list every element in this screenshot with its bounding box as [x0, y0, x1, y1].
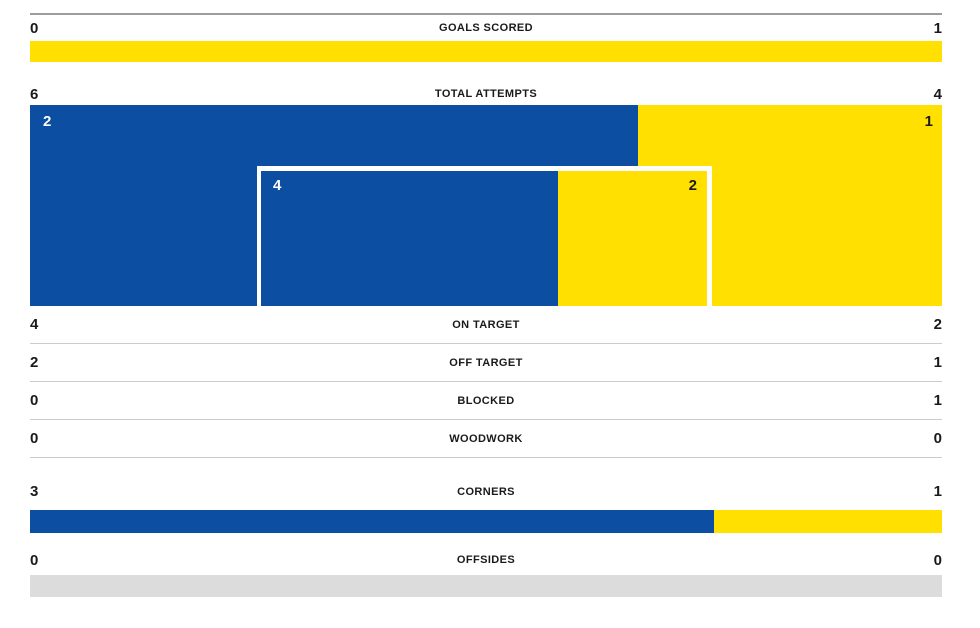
attempts-box-home-count: 2 — [43, 113, 52, 130]
on-target-box-home-count: 4 — [273, 177, 282, 194]
stat-row-corners: 3 CORNERS 1 — [30, 478, 942, 505]
attempts-home-value: 6 — [30, 85, 39, 103]
on-target-box-away-area — [558, 171, 707, 306]
offsides-away-value: 0 — [933, 551, 942, 569]
stat-row-offsides: 0 OFFSIDES 0 — [30, 548, 942, 572]
off-target-away-value: 1 — [933, 354, 942, 371]
stat-row-blocked: 0 BLOCKED 1 — [30, 382, 942, 420]
goals-away-value: 1 — [933, 19, 942, 37]
on-target-box-home-area — [261, 171, 559, 306]
corners-bar-away-fill — [714, 510, 942, 533]
corners-bar — [30, 510, 942, 533]
offsides-home-value: 0 — [30, 551, 39, 569]
on-target-away-value: 2 — [933, 316, 942, 333]
blocked-home-value: 0 — [30, 392, 39, 409]
on-target-box-away-count: 2 — [688, 177, 697, 194]
goals-home-value: 0 — [30, 19, 39, 37]
attempts-box-away-count: 1 — [924, 113, 933, 130]
stat-row-on-target: 4 ON TARGET 2 — [30, 306, 942, 344]
offsides-label: OFFSIDES — [456, 554, 516, 566]
corners-label: CORNERS — [457, 485, 515, 498]
goals-bar-away-fill — [30, 41, 942, 62]
woodwork-label: WOODWORK — [449, 432, 523, 445]
match-stats-panel: 0 GOALS SCORED 1 6 TOTAL ATTEMPTS 4 2 1 … — [30, 13, 942, 597]
corners-bar-home-fill — [30, 510, 714, 533]
stat-row-total-attempts: 6 TOTAL ATTEMPTS 4 — [30, 83, 942, 105]
goals-label: GOALS SCORED — [438, 22, 534, 34]
on-target-home-value: 4 — [30, 316, 39, 333]
blocked-away-value: 1 — [933, 392, 942, 409]
blocked-label: BLOCKED — [457, 394, 515, 407]
total-attempts-box: 2 1 4 2 — [30, 105, 942, 306]
goals-bar — [30, 41, 942, 62]
top-divider — [30, 13, 942, 15]
on-target-box: 4 2 — [257, 166, 712, 306]
attempts-away-value: 4 — [933, 85, 942, 103]
corners-away-value: 1 — [933, 483, 942, 500]
woodwork-away-value: 0 — [933, 430, 942, 447]
stat-row-off-target: 2 OFF TARGET 1 — [30, 344, 942, 382]
on-target-label: ON TARGET — [452, 318, 520, 331]
total-attempts-label: TOTAL ATTEMPTS — [434, 88, 538, 100]
corners-home-value: 3 — [30, 483, 39, 500]
offsides-bar — [30, 575, 942, 597]
woodwork-home-value: 0 — [30, 430, 39, 447]
off-target-label: OFF TARGET — [449, 356, 523, 369]
stat-row-woodwork: 0 WOODWORK 0 — [30, 420, 942, 458]
stat-row-goals-scored: 0 GOALS SCORED 1 — [30, 15, 942, 41]
off-target-home-value: 2 — [30, 354, 39, 371]
